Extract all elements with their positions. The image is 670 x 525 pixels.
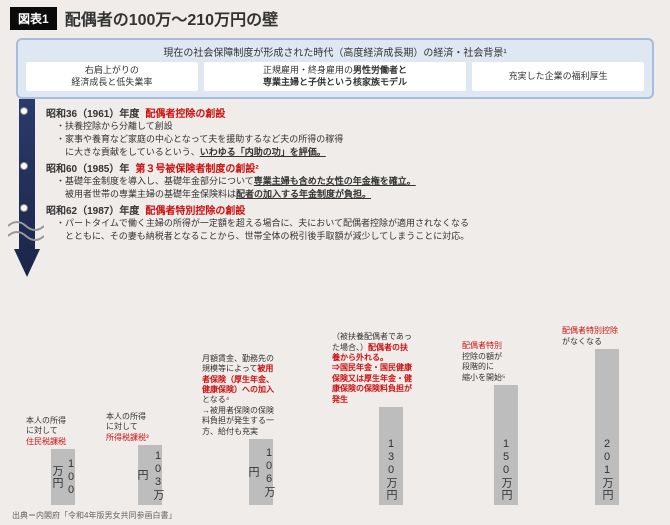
wall-bar: 100万円 xyxy=(51,449,75,505)
bar-label: 130万円 xyxy=(383,434,399,505)
entry-body: 被用者世帯の専業主婦の基礎年金保険料は xyxy=(56,189,236,199)
card-bold: 専業主婦と子供という核家族モデル xyxy=(263,77,407,87)
entry-body: ・扶養控除から分離して創設 xyxy=(56,120,660,133)
wall-bar: 106万円 xyxy=(249,439,273,505)
timeline-entry: 昭和62（1987）年度配偶者特別控除の創設 ・パートタイムで働く主婦の所得が一… xyxy=(46,202,660,242)
context-card-2: 正規雇用・終身雇用の男性労働者と 専業主婦と子供という核家族モデル xyxy=(204,62,467,91)
bar-label: 201万円 xyxy=(599,434,615,505)
bar-label: 106万円 xyxy=(245,439,277,505)
card-line: 充実した企業の福利厚生 xyxy=(509,71,608,83)
bar-caption: 配偶者特別控除がなくなる xyxy=(562,326,652,347)
context-banner: 現在の社会保障制度が形成された時代（高度経済成長期）の経済・社会背景¹ 右肩上が… xyxy=(16,38,654,99)
chart-column: 配偶者特別控除の額が段階的に縮小を開始⁵ 150万円 xyxy=(462,341,550,505)
timeline-arrow-icon xyxy=(14,99,40,279)
entry-body: ・家事や養育など家庭の中心となって夫を援助するなど夫の所得の稼得 xyxy=(56,133,660,146)
timeline-entry: 昭和60（1985）年第３号被保険者制度の創設² ・基礎年金制度を導入し、基礎年… xyxy=(46,160,660,200)
wall-bar: 130万円 xyxy=(379,407,403,505)
chart-column: （被扶養配偶者であった場合、）配偶者の扶養から外れる。⇒国民年金・国民健康保険又… xyxy=(332,332,450,505)
entry-highlight: いわゆる「内助の功」を評価。 xyxy=(200,147,326,157)
entry-body: ・基礎年金制度を導入し、基礎年金部分について xyxy=(56,176,254,186)
chart-column: 配偶者特別控除がなくなる 201万円 xyxy=(562,326,652,505)
card-bold: 男性労働者と xyxy=(353,65,407,75)
card-line: 経済成長と低失業率 xyxy=(71,77,152,87)
entry-red: 第３号被保険者制度の創設² xyxy=(135,164,258,175)
timeline-break-icon xyxy=(8,218,44,248)
card-line: 右肩上がりの xyxy=(85,65,139,75)
wall-bar: 103万円 xyxy=(138,445,162,505)
entry-highlight: 配者の加入する年金制度が負担。 xyxy=(236,189,371,199)
context-row: 右肩上がりの 経済成長と低失業率 正規雇用・終身雇用の男性労働者と 専業主婦と子… xyxy=(26,62,644,91)
bar-label: 150万円 xyxy=(498,434,514,505)
wall-bar: 201万円 xyxy=(595,349,619,505)
era-label: 昭和36（1961）年度 xyxy=(46,109,139,120)
source-citation: 出典＝内閣府「令和4年版男女共同参画白書」 xyxy=(12,510,176,521)
bar-label: 103万円 xyxy=(134,445,166,505)
entry-body: とともに、その妻も納税者となることから、世帯全体の税引後手取額が減少してしまうこ… xyxy=(56,230,660,243)
entry-body: に大きな貢献をしているという、 xyxy=(56,147,200,157)
chart-column: 月額賃金、勤務先の規模等によって被用者保険（厚生年金、健康保険）への加入となる⁴… xyxy=(202,354,320,505)
entry-red: 配偶者特別控除の創設 xyxy=(145,206,245,217)
bar-label: 100万円 xyxy=(49,449,77,505)
bar-caption: 本人の所得に対して所得税課税³ xyxy=(106,412,194,443)
timeline-entry: 昭和36（1961）年度配偶者控除の創設 ・扶養控除から分離して創設 ・家事や養… xyxy=(46,105,660,158)
chart-column: 本人の所得に対して所得税課税³103万円 xyxy=(106,412,194,505)
era-label: 昭和62（1987）年度 xyxy=(46,206,139,217)
context-card-3: 充実した企業の福利厚生 xyxy=(472,62,644,91)
bar-caption: 配偶者特別控除の額が段階的に縮小を開始⁵ xyxy=(462,341,550,383)
context-card-1: 右肩上がりの 経済成長と低失業率 xyxy=(26,62,198,91)
entry-highlight: 専業主婦も含めた女性の年金権を確立。 xyxy=(254,176,416,186)
wall-bar: 150万円 xyxy=(494,385,518,505)
figure-title: 配偶者の100万～210万円の壁 xyxy=(65,6,278,30)
era-label: 昭和60（1985）年 xyxy=(46,164,129,175)
entry-red: 配偶者控除の創設 xyxy=(145,109,225,120)
context-title: 現在の社会保障制度が形成された時代（高度経済成長期）の経済・社会背景¹ xyxy=(26,44,644,59)
chart-column: 本人の所得に対して住民税課税100万円 xyxy=(26,416,100,505)
bar-caption: 本人の所得に対して住民税課税 xyxy=(26,416,100,447)
bar-caption: （被扶養配偶者であった場合、）配偶者の扶養から外れる。⇒国民年金・国民健康保険又… xyxy=(332,332,450,405)
figure-header: 図表1 配偶者の100万～210万円の壁 xyxy=(0,0,670,34)
bar-caption: 月額賃金、勤務先の規模等によって被用者保険（厚生年金、健康保険）への加入となる⁴… xyxy=(202,354,320,437)
wall-chart: 本人の所得に対して住民税課税100万円本人の所得に対して所得税課税³103万円月… xyxy=(10,282,660,505)
figure-badge: 図表1 xyxy=(10,7,57,30)
entry-body: ・パートタイムで働く主婦の所得が一定額を超える場合に、夫において配偶者控除が適用… xyxy=(56,217,660,230)
timeline: 昭和36（1961）年度配偶者控除の創設 ・扶養控除から分離して創設 ・家事や養… xyxy=(12,105,660,242)
